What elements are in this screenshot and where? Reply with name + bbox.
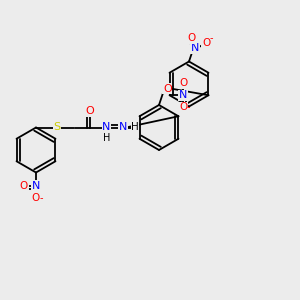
Text: -: - xyxy=(40,193,43,203)
Text: N: N xyxy=(191,43,199,53)
Text: O: O xyxy=(85,106,94,116)
Text: N: N xyxy=(102,122,111,133)
Text: -: - xyxy=(187,102,190,112)
Text: H: H xyxy=(131,122,139,133)
Text: O: O xyxy=(32,193,40,203)
Text: O: O xyxy=(188,33,196,43)
Text: O: O xyxy=(202,38,210,49)
Text: N: N xyxy=(119,122,127,133)
Text: O: O xyxy=(179,102,187,112)
Text: N: N xyxy=(179,90,187,100)
Text: H: H xyxy=(103,133,110,143)
Text: O: O xyxy=(20,181,28,191)
Text: S: S xyxy=(53,122,61,133)
Text: O: O xyxy=(179,78,187,88)
Text: -: - xyxy=(210,33,214,43)
Text: N: N xyxy=(32,181,40,191)
Text: O: O xyxy=(163,83,172,94)
